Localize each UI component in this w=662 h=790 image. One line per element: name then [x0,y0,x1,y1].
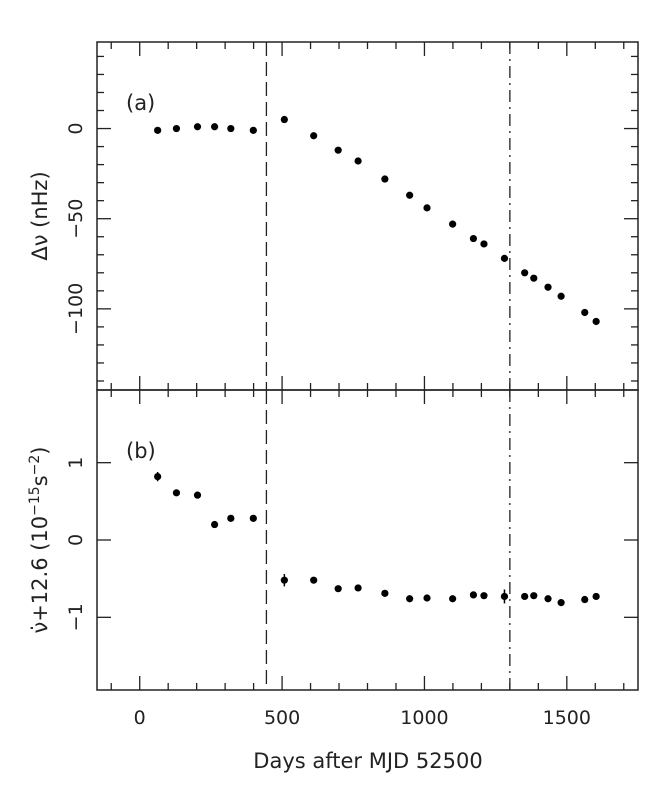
data-point [449,595,457,603]
data-point [227,124,235,133]
data-point [581,595,589,604]
data-point [406,191,414,199]
data-point [193,491,202,499]
data-point [381,589,389,597]
data-point [381,175,389,183]
y-tick-label: 0 [65,123,87,135]
data-point [500,592,509,601]
data-point [500,254,509,262]
y-tick-label: −1 [65,603,87,631]
x-tick-label: 500 [264,707,300,729]
data-point [193,123,202,131]
data-point [423,204,431,212]
data-point [210,123,219,131]
data-point [280,115,288,124]
data-point [172,489,181,497]
x-tick-label: 1000 [400,707,448,729]
data-point [521,592,529,601]
data-point [249,126,257,134]
data-point [480,240,488,248]
data-point [310,576,318,584]
panel-label-a: (a) [126,91,155,115]
data-point [154,472,162,481]
data-point [469,234,478,243]
ylabel-b: ν̇+12.6 (10−15s−2) [27,446,52,633]
data-point [592,592,600,601]
x-axis-label: Days after MJD 52500 [253,749,482,773]
data-point [310,132,318,140]
data-point [280,576,288,584]
data-point [581,308,589,317]
plot-frame-1 [96,389,639,691]
data-point [227,514,235,522]
y-tick-label: −100 [65,283,87,335]
y-tick-label: 0 [65,534,87,546]
x-tick-label: 0 [134,707,146,729]
ylabel-a: Δν (nHz) [28,171,52,260]
data-point [469,591,478,599]
data-point [423,594,431,602]
x-tick-label: 1500 [543,707,591,729]
data-point [530,592,538,600]
data-point [210,520,219,529]
data-point [449,220,457,228]
y-tick-label: 1 [65,457,87,469]
data-point [154,126,162,134]
data-point [530,274,538,282]
plot-frame-0 [96,41,639,391]
data-point [406,595,414,603]
data-point [557,292,565,300]
data-point [544,283,552,291]
data-point [354,584,362,592]
data-point [480,592,488,600]
data-point [592,317,600,326]
data-point [334,146,342,154]
data-point [557,599,565,607]
data-point [354,157,362,165]
data-point [521,269,529,277]
panel-label-b: (b) [126,439,156,463]
data-point [544,595,552,603]
data-point [172,124,181,133]
data-point [249,514,257,522]
y-tick-label: −50 [65,199,87,239]
data-point [334,585,342,593]
